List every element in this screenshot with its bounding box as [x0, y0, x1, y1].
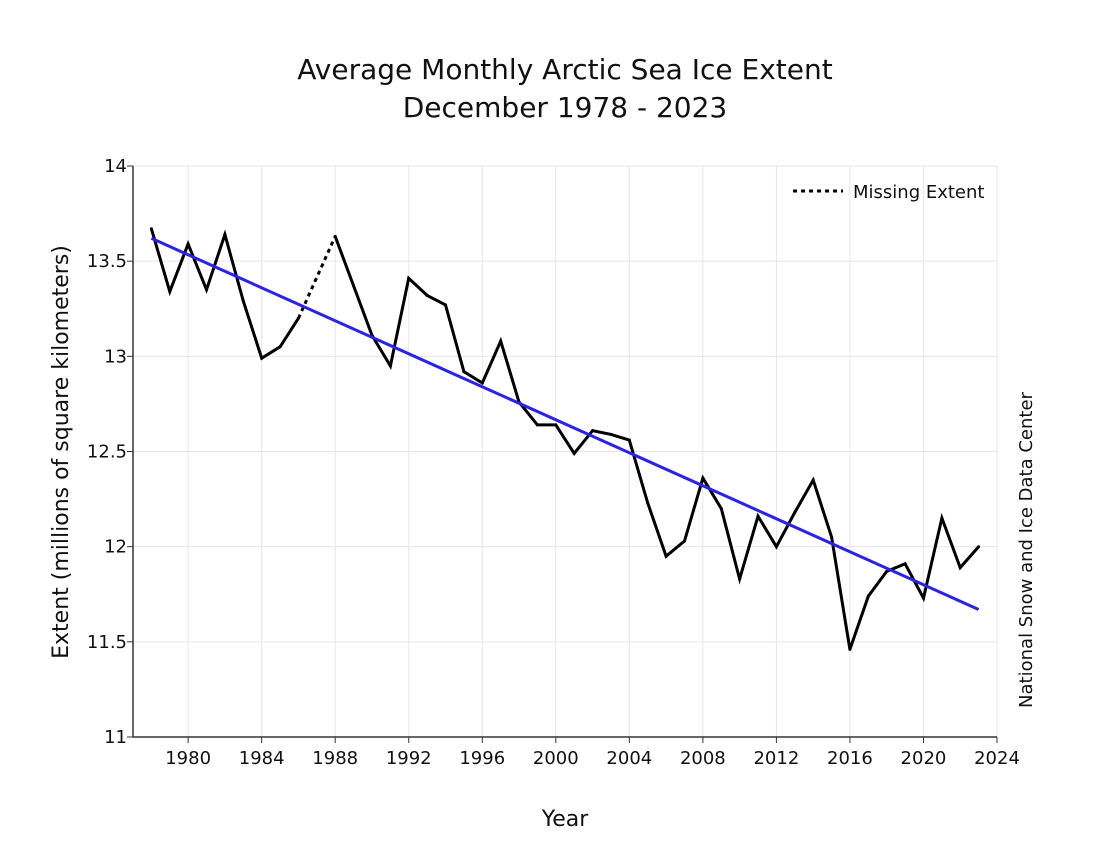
data-point-1981: [205, 288, 208, 292]
data-point-2022: [958, 566, 962, 570]
x-tick-labels: 1980 1984 1988 1992 1996 2000 2004 2008 2012 2016…: [165, 748, 1020, 769]
data-point-2005: [646, 501, 650, 505]
data-point-1994: [444, 303, 447, 307]
x-tick-label: 1996: [459, 748, 505, 769]
data-point-2012: [774, 545, 778, 549]
data-point-1989: [352, 284, 356, 288]
x-tick-label: 1980: [165, 748, 211, 769]
data-point-2020: [922, 596, 925, 600]
data-point-1980: [186, 242, 190, 246]
credit-label: National Snow and Ice Data Center: [1016, 391, 1037, 707]
data-point-2021: [940, 516, 944, 520]
grid: [133, 165, 998, 738]
chart-subtitle: December 1978 - 2023: [403, 91, 728, 124]
y-tick-label: 11: [104, 727, 127, 748]
data-point-2003: [609, 432, 613, 436]
data-point-2016: [848, 647, 852, 651]
data-point-1982: [223, 233, 227, 236]
data-point-2011: [756, 514, 760, 518]
x-axis-label: Year: [541, 807, 590, 832]
legend-missing-extent-label: Missing Extent: [853, 182, 984, 203]
x-tick-label: 1992: [386, 748, 432, 769]
data-point-2007: [683, 539, 686, 543]
data-point-2013: [793, 510, 797, 514]
data-point-1996: [480, 381, 484, 385]
x-tick-label: 2024: [974, 748, 1020, 769]
y-tick-label: 11.5: [87, 632, 127, 653]
data-point-1979: [168, 290, 172, 294]
data-point-1978: [149, 227, 153, 231]
missing-extent-line: [297, 235, 337, 319]
data-point-1984: [260, 356, 264, 360]
y-tick-label: 13: [104, 346, 127, 367]
data-point-2014: [811, 478, 815, 482]
series-layer: [149, 227, 981, 651]
y-tick-label: 14: [104, 156, 127, 177]
y-tick-label: 12: [104, 537, 127, 558]
data-point-1983: [241, 299, 245, 303]
x-tick-label: 2008: [680, 748, 726, 769]
data-point-2004: [627, 438, 631, 442]
x-tick-label: 1988: [312, 748, 358, 769]
data-point-2000: [554, 423, 558, 427]
data-point-2019: [903, 562, 907, 566]
chart-title: Average Monthly Arctic Sea Ice Extent: [297, 53, 832, 86]
data-point-2009: [719, 507, 723, 511]
data-point-1999: [535, 423, 539, 427]
y-tick-labels: 11 11.5 12 12.5 13 13.5 14: [87, 156, 127, 748]
extent-series-line: [333, 235, 980, 650]
data-point-1993: [425, 293, 429, 297]
data-point-1995: [462, 370, 466, 374]
data-point-2008: [701, 476, 705, 480]
y-tick-label: 13.5: [87, 251, 127, 272]
data-point-1991: [388, 364, 392, 368]
trend-line: [150, 236, 980, 611]
data-point-2023: [977, 545, 981, 549]
data-point-2015: [830, 535, 834, 539]
data-point-2001: [572, 451, 576, 455]
legend: Missing Extent: [793, 182, 984, 203]
y-axis-label: Extent (millions of square kilometers): [49, 245, 74, 659]
data-point-2010: [738, 577, 742, 581]
x-tick-label: 2000: [533, 748, 579, 769]
data-point-1997: [499, 339, 503, 343]
y-tick-label: 12.5: [87, 442, 127, 463]
data-point-2006: [664, 554, 668, 558]
axes: [127, 165, 998, 743]
x-tick-label: 1984: [239, 748, 285, 769]
x-tick-label: 2016: [827, 748, 873, 769]
data-point-2017: [866, 594, 870, 598]
data-point-2018: [885, 569, 889, 573]
x-tick-label: 2020: [901, 748, 947, 769]
data-point-1985: [278, 345, 282, 349]
data-point-2002: [591, 429, 595, 433]
x-tick-label: 2012: [753, 748, 799, 769]
x-tick-label: 2004: [606, 748, 652, 769]
data-point-1992: [407, 276, 411, 280]
